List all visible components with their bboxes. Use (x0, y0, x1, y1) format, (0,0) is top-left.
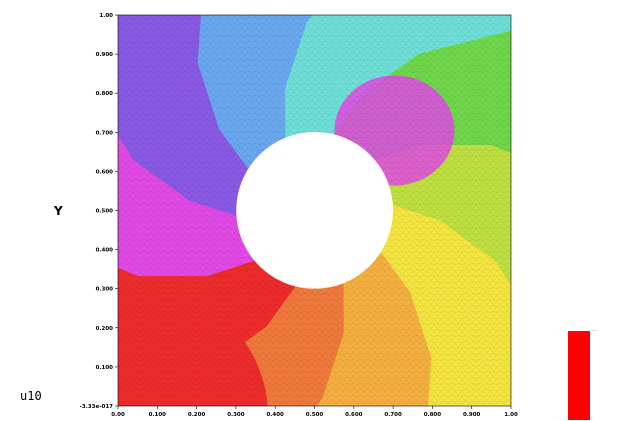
x-tick-label: 0.100 (149, 412, 167, 418)
x-tick-label: 0.500 (306, 412, 324, 418)
circular-hole (237, 132, 393, 288)
x-tick-label: 0.300 (227, 412, 245, 418)
x-axis-ticks: 0.00 0.100 0.200 0.300 0.400 0.500 0.600 0.700 0… (111, 406, 518, 418)
legend-tick-label: ...... (592, 328, 598, 332)
y-tick-label: 0.600 (96, 169, 114, 175)
x-tick-label: 0.600 (345, 412, 363, 418)
y-tick-label: 0.900 (96, 52, 114, 58)
variable-label: u10 (20, 389, 42, 403)
x-tick-label: 0.00 (111, 412, 125, 418)
y-tick-label: -3.33e-017 (80, 404, 114, 410)
y-tick-label: 1.00 (99, 13, 113, 19)
y-tick-label: 0.300 (96, 287, 114, 293)
y-tick-label: 0.400 (96, 248, 114, 254)
x-tick-label: 0.900 (463, 412, 481, 418)
legend-color-bar (568, 331, 590, 420)
y-tick-label: 0.500 (96, 209, 114, 215)
x-tick-label: 0.800 (424, 412, 442, 418)
x-tick-label: 0.700 (384, 412, 402, 418)
y-tick-label: 0.200 (96, 326, 114, 332)
x-tick-label: 0.200 (188, 412, 206, 418)
x-tick-label: 0.400 (266, 412, 284, 418)
y-tick-label: 0.700 (96, 130, 114, 136)
y-axis-label: Y (53, 204, 63, 218)
x-tick-label: 1.00 (504, 412, 518, 418)
y-tick-label: 0.800 (96, 91, 114, 97)
y-tick-label: 0.100 (96, 365, 114, 371)
y-axis-ticks: -3.33e-017 0.100 0.200 0.300 0.400 0.500 0.600… (80, 13, 118, 410)
